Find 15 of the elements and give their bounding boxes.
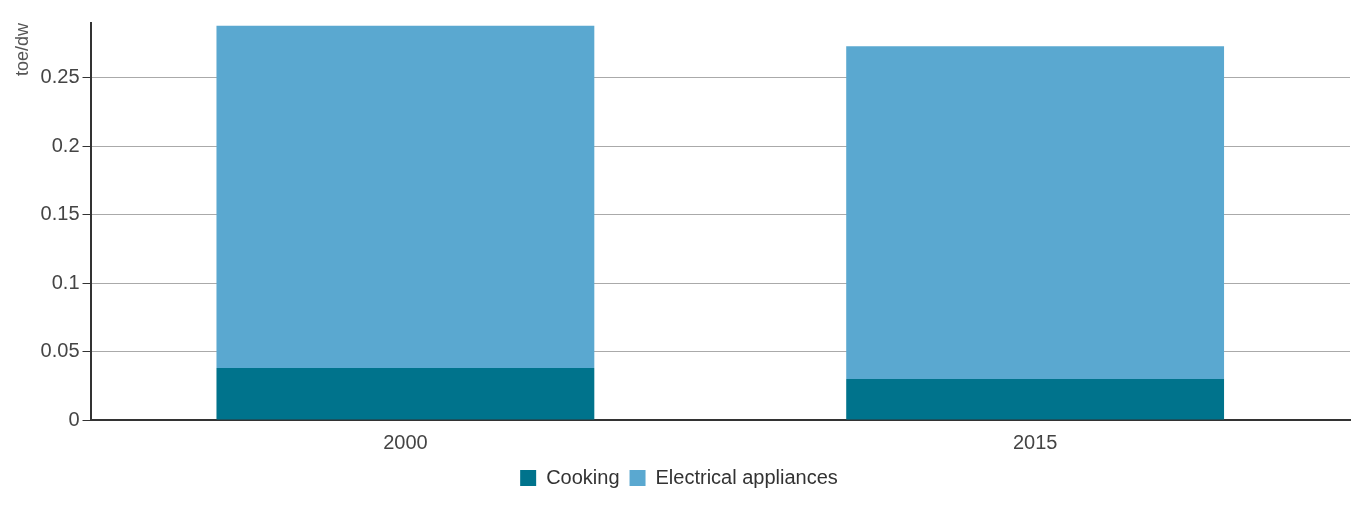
bar [216,367,595,420]
bar [846,46,1225,379]
legend-label: Cooking [546,465,620,488]
x-tick-label: 2015 [1012,430,1058,453]
y-tick-label: 0 [68,407,80,430]
bar [216,25,595,368]
y-axis-title: toe/dw [11,22,32,77]
x-tick-label: 2000 [383,430,428,453]
y-tick-label: 0.15 [40,202,80,225]
y-tick-label: 0.05 [40,339,80,362]
y-tick-label: 0.2 [51,133,80,156]
y-tick-label: 0.1 [51,270,80,293]
y-tick-label: 0.25 [40,65,80,88]
legend-label: Electrical appliances [655,465,838,488]
bar [846,378,1225,420]
